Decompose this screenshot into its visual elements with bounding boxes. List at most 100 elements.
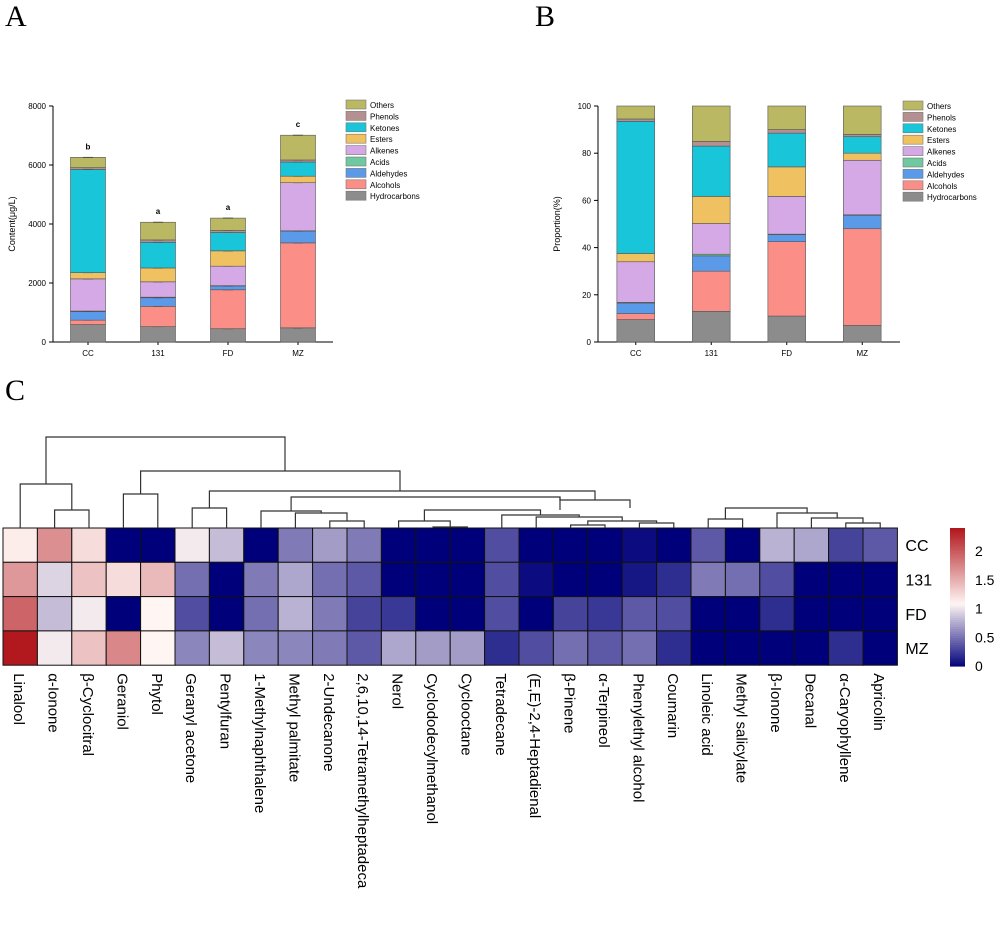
colorbar-segment — [950, 567, 965, 570]
heatmap-cell — [793, 561, 830, 598]
colorbar-segment — [950, 541, 965, 545]
colorbar-segment — [950, 613, 965, 616]
bar-segment-aldehydes — [210, 285, 246, 291]
bar-segment-alcohols — [692, 270, 731, 312]
heatmap-cell — [690, 596, 726, 632]
colorbar-segment — [950, 578, 965, 582]
bar-segment-aldehydes — [692, 255, 731, 272]
column-label: α-Ionone — [45, 673, 62, 733]
colorbar-segment — [950, 537, 965, 541]
bar-segment-ketones — [767, 132, 806, 168]
chart-B: 0 20 40 60 80 100 Proportion(%) CC 131 FD MZ Others… — [552, 100, 977, 358]
colorbar-segment — [950, 592, 965, 596]
colorbar-segment — [950, 571, 965, 575]
heatmap-cell — [346, 527, 382, 563]
legend-swatch-acids — [345, 156, 367, 167]
heatmap-cell — [449, 630, 486, 666]
dendrogram-branch — [191, 507, 228, 528]
heatmap-cell — [105, 596, 142, 632]
x-tick-label: 131 — [151, 349, 165, 358]
heatmap-cell — [36, 527, 73, 563]
significance-label: a — [156, 207, 161, 216]
bar-segment-hydrocarbons — [767, 315, 806, 343]
colorbar-segment — [950, 617, 965, 621]
bar-segment-ketones — [280, 161, 316, 177]
y-tick-label: 0 — [587, 338, 592, 347]
column-label: Cyclooctane — [457, 673, 474, 756]
column-label: Linalool — [10, 673, 27, 725]
colorbar-segment — [950, 645, 965, 649]
dendrogram — [19, 436, 881, 528]
legend-swatch-ketones — [902, 123, 924, 134]
bar-segment-alkenes — [70, 278, 106, 312]
colorbar-segment — [950, 636, 965, 639]
legend-label-ketones: Ketones — [927, 125, 956, 134]
dendrogram-branch — [707, 518, 744, 528]
dendrogram-branch — [290, 496, 561, 511]
bar-segment-esters — [692, 196, 731, 224]
colorbar-segment — [950, 661, 965, 665]
column-label: (E,E)-2,4-Heptadienal — [526, 673, 543, 818]
colorbar-segment — [950, 597, 965, 600]
row-label: MZ — [905, 641, 928, 658]
heatmap-cell — [518, 630, 554, 666]
colorbar-segment — [950, 615, 965, 619]
bar-segment-alcohols — [140, 306, 176, 327]
bar-segment-alkenes — [843, 159, 882, 216]
bar-segment-alkenes — [140, 281, 176, 298]
colorbar-segment — [950, 574, 965, 577]
x-tick-label: FD — [223, 349, 234, 358]
colorbar-segment — [950, 528, 965, 531]
column-label: β-Cyclocitral — [79, 673, 96, 756]
colorbar-segment — [950, 590, 965, 593]
legend-swatch-alkenes — [345, 145, 367, 155]
colorbar-segment — [950, 576, 965, 580]
legend-swatch-esters — [345, 133, 367, 144]
colorbar-segment — [950, 544, 965, 547]
heatmap-cell — [724, 630, 761, 666]
bar-segment-aldehydes — [616, 302, 655, 314]
bar-segment-phenols — [692, 141, 731, 147]
bar-segment-hydrocarbons — [616, 319, 655, 343]
dendrogram-branch — [140, 470, 401, 494]
bar-segment-alcohols — [70, 319, 106, 325]
legend-label-ketones: Ketones — [370, 124, 399, 133]
bar-segment-aldehydes — [280, 230, 316, 244]
dendrogram-branch — [45, 436, 286, 484]
column-label: Coumarin — [664, 673, 681, 738]
bar-segment-ketones — [140, 241, 176, 269]
legend-swatch-hydrocarbons — [345, 190, 367, 201]
heatmap-cell — [208, 527, 245, 563]
heatmap-cell — [277, 630, 314, 666]
bar-segment-alcohols — [280, 242, 316, 329]
column-label: Linoleic acid — [698, 673, 715, 756]
heatmap-cell — [415, 561, 451, 598]
dendrogram-branch — [776, 512, 838, 528]
heatmap-cell — [552, 596, 589, 632]
colorbar-segment — [950, 546, 965, 550]
heatmap-cell — [71, 630, 107, 666]
heatmap-cell — [828, 527, 864, 563]
heatmap-cell — [759, 596, 795, 632]
legend-swatch-aldehydes — [902, 169, 924, 179]
dendrogram-branch — [329, 520, 365, 528]
heatmap-cell — [449, 561, 486, 598]
bar-segment-phenols — [843, 134, 882, 137]
column-label: Phytol — [148, 673, 165, 715]
bar-segment-esters — [280, 175, 316, 184]
colorbar-segment — [950, 569, 965, 573]
bar-segment-others — [767, 105, 806, 130]
colorbar-tick-label: 0.5 — [975, 629, 995, 645]
bar-segment-others — [140, 221, 176, 241]
bar-segment-alcohols — [616, 313, 655, 320]
bar-segment-esters — [767, 166, 806, 197]
column-label: Geranyl acetone — [182, 673, 199, 783]
bar-segment-hydrocarbons — [692, 311, 731, 343]
colorbar-segment — [950, 624, 965, 628]
heatmap-cell — [793, 527, 830, 563]
significance-label: b — [86, 142, 91, 151]
heatmap-cell — [71, 527, 107, 563]
bar-segment-phenols — [616, 118, 655, 122]
legend-label-acids: Acids — [927, 159, 947, 168]
heatmap-cell — [243, 561, 279, 598]
